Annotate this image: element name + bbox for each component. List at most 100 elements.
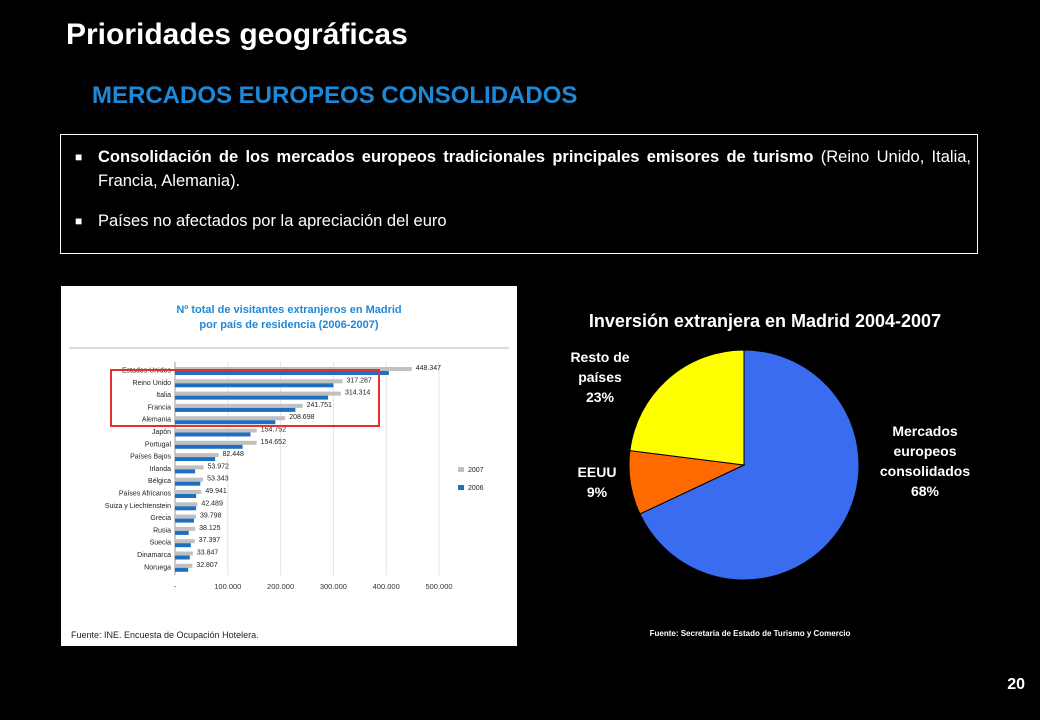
pie-chart: Inversión extranjera en Madrid 2004-2007… [570,311,970,581]
bar-2007 [175,563,193,568]
x-tick-label: - [174,582,177,591]
value-label: 53.343 [207,476,229,483]
bar-2006 [175,567,189,572]
bullet-box: ■ Consolidación de los mercados europeos… [60,134,978,254]
pie-slice-label: 23% [586,389,615,405]
value-label: 154.652 [261,439,286,446]
bar-2006 [175,457,216,462]
category-label: Países Africanos [119,491,172,498]
bar-2007 [175,428,257,433]
legend-label: 2006 [468,485,484,492]
category-label: Francia [148,404,171,411]
bar-2007 [175,539,195,544]
bar-2006 [175,432,251,437]
bar-chart-legend: 2007 2006 [458,467,484,492]
bar-2007 [175,465,204,470]
bar-2006 [175,494,197,498]
bar-2006 [175,383,334,388]
bar-2007 [175,416,286,421]
bar-2007 [175,526,196,531]
bar-2006 [175,481,201,486]
bar-2006 [175,555,190,560]
bar-2007 [175,391,341,396]
bullet-item: ■ Países no afectados por la apreciación… [75,209,971,233]
category-label: Noruega [144,564,171,571]
bar-chart-title-line-2: por país de residencia (2006-2007) [199,319,378,331]
square-bullet-icon: ■ [75,214,83,228]
category-label: Reino Unido [132,380,171,387]
bar-2006 [175,506,197,511]
bar-2006 [175,469,196,474]
pie-slice-label: 9% [587,484,608,500]
pie-slice-label: Mercados [892,423,958,439]
category-label: Italia [156,392,171,399]
category-label: Irlanda [150,466,172,473]
bar-2007 [175,440,257,445]
category-label: Portugal [145,441,172,448]
bar-2006 [175,518,195,523]
category-label: Grecia [150,515,171,522]
value-label: 314.314 [345,390,370,397]
bar-2006 [175,543,191,548]
bullet-item: ■ Consolidación de los mercados europeos… [75,145,971,193]
pie-labels: Mercados europeos consolidados 68% EEUU 9% Res… [570,349,970,500]
value-label: 208.698 [289,414,314,421]
legend-label: 2007 [468,467,484,474]
category-label: Rusia [153,527,171,534]
bar-2007 [175,551,193,556]
category-label: Suecia [150,540,172,547]
value-label: 32.807 [196,562,218,569]
bar-chart-title-line-1: Nº total de visitantes extranjeros en Ma… [176,304,401,316]
bar-2007 [175,453,219,458]
bar-2007 [175,490,202,494]
pie-chart-source: Fuente: Secretaría de Estado de Turismo … [649,629,851,638]
bar-2006 [175,407,296,412]
pie-slice [629,349,745,466]
bullet-bold-text: Consolidación de los mercados europeos t… [98,148,814,166]
bar-2006 [175,444,243,449]
bar-2006 [175,395,329,400]
category-label: Dinamarca [137,552,171,559]
pie-slice-label: consolidados [880,463,970,479]
x-tick-label: 400.000 [373,582,400,591]
value-label: 448.347 [416,365,441,372]
category-label: Alemania [142,417,171,424]
value-label: 49.941 [205,488,227,495]
value-label: 241.751 [307,402,332,409]
value-label: 39.798 [200,513,222,520]
x-tick-label: 300.000 [320,582,347,591]
category-label: Japón [152,429,171,436]
pie-slice-label: países [578,369,622,385]
value-label: 37.397 [199,537,221,544]
bar-chart-source: Fuente: INE. Encuesta de Ocupación Hotel… [71,630,259,640]
pie-slices [628,349,860,581]
bar-2006 [175,530,189,535]
pie-slice [639,349,860,581]
bullet-text: Países no afectados por la apreciación d… [98,212,447,230]
value-label: 154.752 [261,427,286,434]
category-label: Países Bajos [130,454,171,461]
legend-swatch [458,467,464,472]
pie-slice-label: europeos [893,443,956,459]
value-label: 33.847 [197,550,219,557]
bullet-text: (Reino Unido, Italia, Francia, Alemania)… [98,148,971,190]
bar-chart: Nº total de visitantes extranjeros en Ma… [69,304,509,640]
bar-chart-panel: Nº total de visitantes extranjeros en Ma… [61,286,517,646]
legend-swatch [458,485,464,490]
bar-2007 [175,477,204,482]
x-tick-label: 200.000 [267,582,294,591]
square-bullet-icon: ■ [75,150,83,164]
x-tick-label: 100.000 [214,582,241,591]
page-title: Prioridades geográficas [66,18,408,51]
pie-slice-label: 68% [911,483,940,499]
value-label: 53.972 [207,463,229,470]
section-subtitle: MERCADOS EUROPEOS CONSOLIDADOS [92,82,578,109]
pie-slice-label: EEUU [578,464,617,480]
value-label: 38.125 [199,525,221,532]
highlight-box [110,369,380,427]
bar-2007 [175,403,303,408]
bar-2006 [175,420,276,425]
value-label: 317.287 [347,377,372,384]
page-number: 20 [1007,676,1025,693]
